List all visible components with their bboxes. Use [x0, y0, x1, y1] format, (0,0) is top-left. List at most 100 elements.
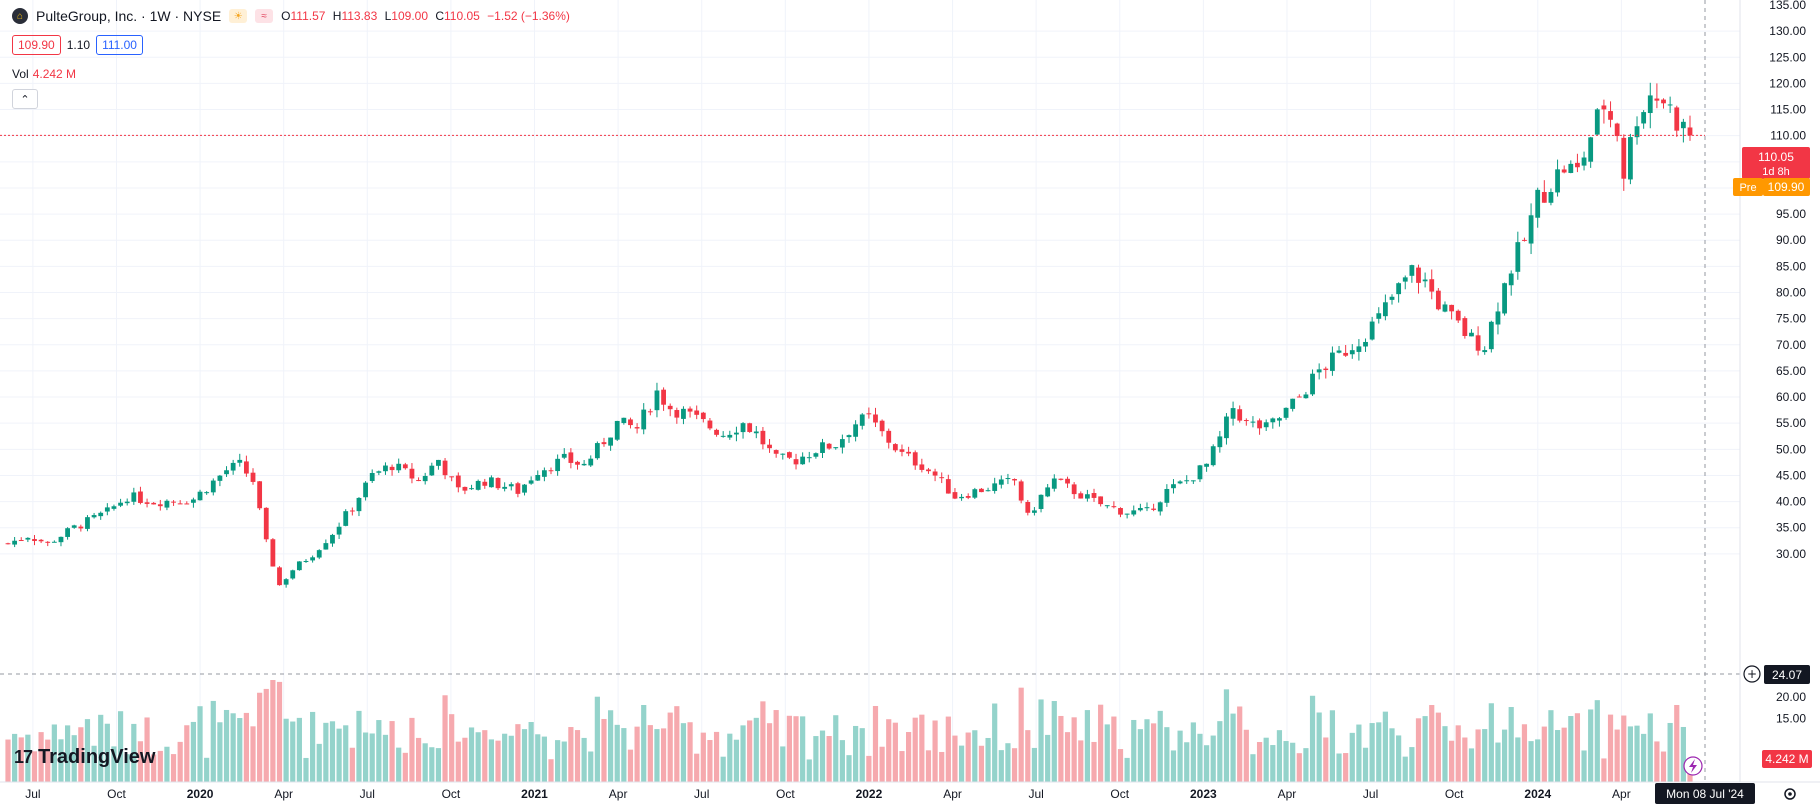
- candle-body: [1164, 488, 1170, 503]
- candle-body: [1012, 478, 1017, 481]
- candle-body: [18, 540, 24, 542]
- volume-bar: [1084, 710, 1090, 782]
- volume-bar: [415, 737, 422, 782]
- spread-value: 1.10: [66, 38, 91, 52]
- candle-body: [489, 477, 494, 488]
- candle-body: [826, 443, 832, 449]
- candle-body: [1429, 279, 1435, 292]
- volume-bar: [1660, 751, 1667, 782]
- candle-body: [588, 458, 594, 466]
- candle-body: [1336, 350, 1342, 353]
- volume-bar: [1415, 718, 1422, 782]
- candle-body: [475, 480, 481, 490]
- volume-bar: [508, 735, 514, 782]
- volume-bar: [495, 740, 501, 782]
- volume-bar: [18, 737, 24, 782]
- volume-bar: [369, 733, 375, 782]
- candle-body: [1071, 484, 1077, 495]
- time-tick: Apr: [1278, 787, 1297, 801]
- building-icon[interactable]: ⌂: [12, 8, 28, 24]
- countdown-label: 1d 8h: [1762, 166, 1790, 178]
- candle-body: [217, 475, 223, 481]
- candle-body: [164, 500, 170, 508]
- candle-body: [1575, 162, 1580, 168]
- candle-body: [402, 464, 408, 469]
- candle-body: [1296, 396, 1302, 398]
- symbol-title[interactable]: PulteGroup, Inc. · 1W · NYSE: [36, 8, 222, 24]
- candle-body: [1409, 265, 1415, 276]
- bid-button[interactable]: 109.90: [12, 35, 61, 55]
- candle-body: [1568, 163, 1574, 173]
- volume-bar: [1250, 754, 1256, 782]
- volume-bar: [707, 740, 713, 782]
- candle-body: [343, 511, 349, 526]
- candle-body: [224, 470, 229, 475]
- candle-body: [522, 484, 527, 493]
- candle-body: [144, 502, 150, 504]
- candle-body: [296, 561, 302, 571]
- candle-body: [608, 437, 614, 446]
- candle-body: [1495, 311, 1501, 325]
- volume-bar: [1190, 722, 1196, 782]
- volume-bar: [1376, 722, 1382, 782]
- time-tick: 2023: [1190, 787, 1217, 801]
- candle-body: [1157, 502, 1163, 512]
- volume-bar: [654, 729, 660, 782]
- volume-bar: [137, 741, 144, 782]
- candle-body: [482, 481, 488, 486]
- volume-bar: [1574, 713, 1581, 782]
- volume-bar: [257, 692, 263, 782]
- volume-bar: [952, 735, 958, 782]
- candle-body: [1349, 350, 1355, 355]
- candle-body: [634, 427, 640, 429]
- candle-body: [1277, 418, 1282, 421]
- volume-bar: [1064, 732, 1071, 782]
- volume-bar: [634, 726, 640, 782]
- candle-body: [237, 459, 243, 463]
- lightning-icon[interactable]: [1683, 756, 1703, 776]
- volume-bar: [667, 712, 673, 782]
- volume-bar: [627, 749, 634, 782]
- volume-bar: [978, 745, 985, 782]
- volume-bar: [1455, 725, 1461, 782]
- candle-body: [257, 481, 263, 509]
- ask-button[interactable]: 111.00: [96, 35, 143, 55]
- sun-icon[interactable]: ☀: [229, 9, 248, 23]
- volume-bar: [468, 727, 475, 782]
- volume-bar: [1429, 705, 1435, 782]
- last-price-badge: 110.05 1d 8h: [1742, 147, 1810, 179]
- time-tick: Apr: [943, 787, 962, 801]
- candle-body: [157, 504, 163, 507]
- volume-bar: [760, 701, 766, 782]
- candle-body: [12, 540, 18, 545]
- volume-bar: [621, 728, 627, 782]
- volume-bar: [998, 750, 1004, 782]
- settings-gear-icon[interactable]: [1784, 788, 1796, 800]
- candle-body: [1303, 394, 1309, 399]
- volume-bar: [64, 725, 71, 782]
- volume-bar: [899, 751, 905, 782]
- collapse-legend-button[interactable]: ⌃: [12, 89, 38, 109]
- volume-bar: [336, 728, 342, 782]
- volume-bar: [1402, 756, 1408, 782]
- candle-body: [1535, 189, 1541, 218]
- candle-body: [932, 471, 938, 476]
- candle-body: [959, 496, 964, 499]
- candle-body: [1356, 346, 1362, 352]
- volume-bar: [117, 711, 124, 782]
- candle-body: [1111, 506, 1117, 508]
- volume-bar: [1263, 737, 1269, 782]
- volume-bar: [1641, 733, 1647, 782]
- volume-bar: [806, 759, 812, 782]
- volume-bar: [601, 718, 607, 782]
- logo-text: TradingView: [38, 746, 156, 768]
- add-plus-icon[interactable]: [1743, 665, 1761, 683]
- candle-body: [263, 507, 269, 540]
- volume-bar: [1111, 716, 1117, 782]
- volume-bars: [5, 680, 1693, 782]
- wave-icon[interactable]: ≈: [255, 9, 274, 23]
- tradingview-logo[interactable]: 17 TradingView: [14, 746, 155, 769]
- volume-bar: [1144, 719, 1150, 782]
- candle-body: [1058, 478, 1064, 480]
